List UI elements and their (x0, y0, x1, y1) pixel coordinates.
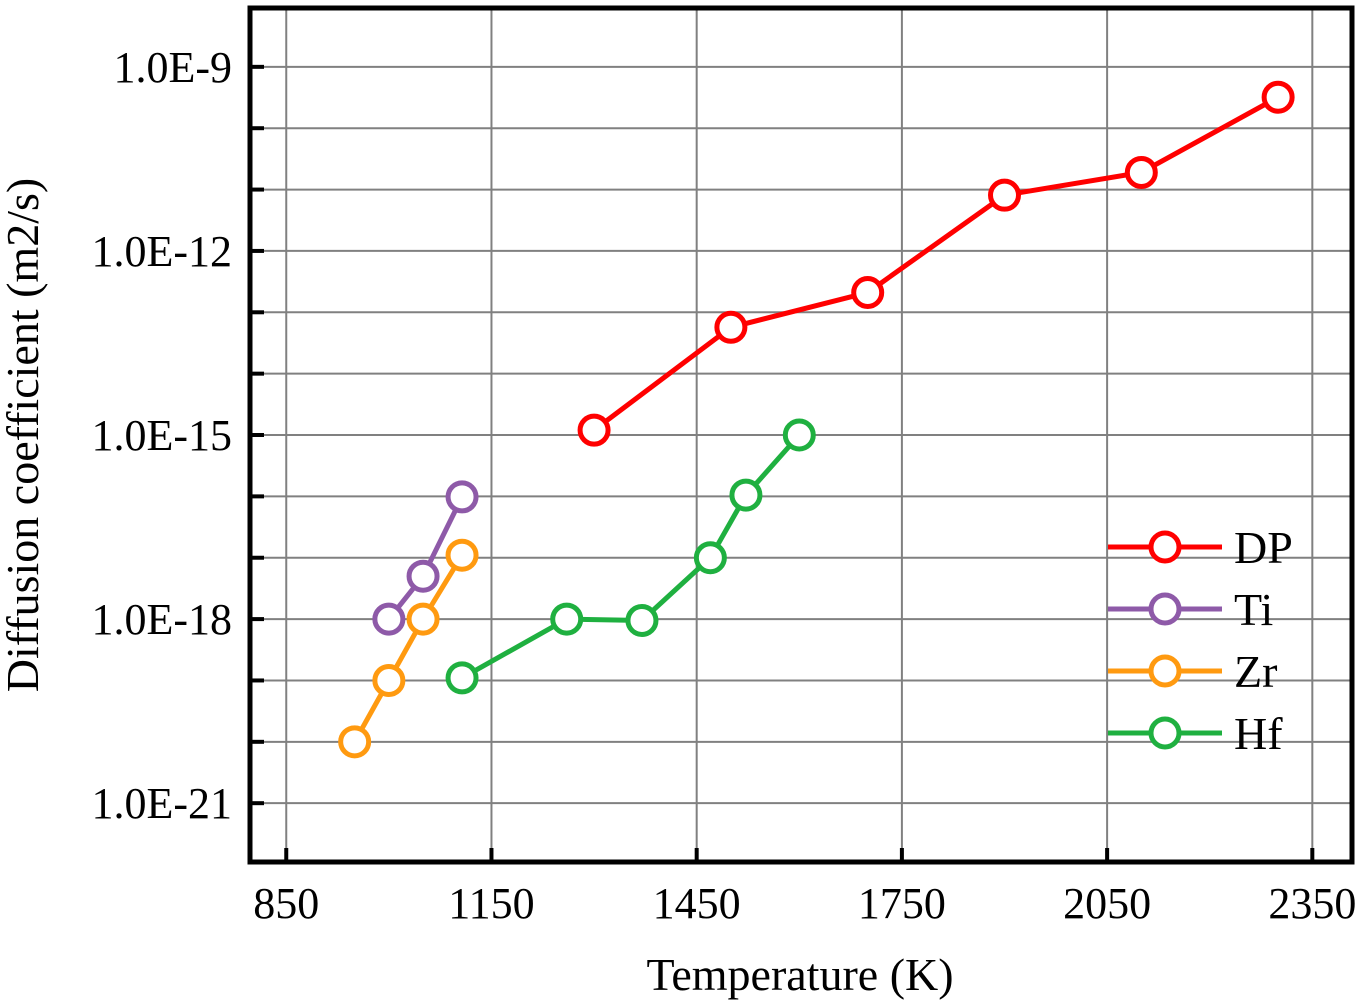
data-point (445, 480, 479, 514)
y-axis-title: Diffusion coefficient (m2/s) (0, 178, 48, 692)
data-point (338, 725, 372, 759)
legend-item-dp: DP (1108, 522, 1293, 573)
x-tick-label: 2350 (1268, 879, 1356, 928)
x-axis-title: Temperature (K) (646, 949, 953, 1000)
data-point (445, 661, 479, 695)
legend-label: Zr (1234, 646, 1277, 697)
legend-label: Ti (1234, 584, 1273, 635)
y-tick-label: 1.0E-21 (91, 779, 232, 828)
legend-label: Hf (1234, 708, 1283, 759)
legend-label: DP (1234, 522, 1293, 573)
legend: DP Ti Zr Hf (1108, 522, 1293, 759)
legend-marker (1148, 592, 1182, 626)
series-hf (445, 418, 816, 695)
data-point (1124, 155, 1158, 189)
data-point (550, 602, 584, 636)
legend-marker (1148, 530, 1182, 564)
series-line (592, 95, 1280, 433)
data-point (714, 310, 748, 344)
data-point (372, 602, 406, 636)
x-tick-label: 1150 (448, 879, 534, 928)
y-tick-labels: 1.0E-9 1.0E-12 1.0E-15 1.0E-18 1.0E-21 (91, 43, 232, 828)
legend-marker (1148, 716, 1182, 750)
data-point (693, 541, 727, 575)
y-tick-label: 1.0E-15 (91, 411, 232, 460)
data-point (851, 276, 885, 310)
x-tick-labels: 850 1150 1450 1750 2050 2350 (253, 879, 1356, 928)
series-line (352, 553, 465, 744)
series-dp (577, 80, 1295, 447)
series-layer (338, 80, 1295, 759)
ticks (250, 64, 1315, 862)
x-tick-label: 850 (253, 879, 319, 928)
y-tick-label: 1.0E-12 (91, 227, 232, 276)
y-tick-label: 1.0E-18 (91, 595, 232, 644)
legend-marker (1148, 654, 1182, 688)
series-ti (372, 480, 479, 636)
legend-item-zr: Zr (1108, 646, 1277, 697)
legend-item-ti: Ti (1108, 584, 1273, 635)
data-point (988, 178, 1022, 212)
data-point (782, 418, 816, 452)
legend-item-hf: Hf (1108, 708, 1283, 759)
data-point (372, 663, 406, 697)
data-point (1261, 80, 1295, 114)
data-point (445, 538, 479, 572)
data-point (577, 413, 611, 447)
x-tick-label: 2050 (1063, 879, 1151, 928)
y-tick-label: 1.0E-9 (113, 43, 232, 92)
data-point (625, 603, 659, 637)
x-tick-label: 1450 (653, 879, 741, 928)
data-point (729, 478, 763, 512)
series-line (460, 433, 802, 681)
x-tick-label: 1750 (858, 879, 946, 928)
data-point (406, 559, 440, 593)
data-point (406, 602, 440, 636)
series-zr (338, 538, 479, 759)
